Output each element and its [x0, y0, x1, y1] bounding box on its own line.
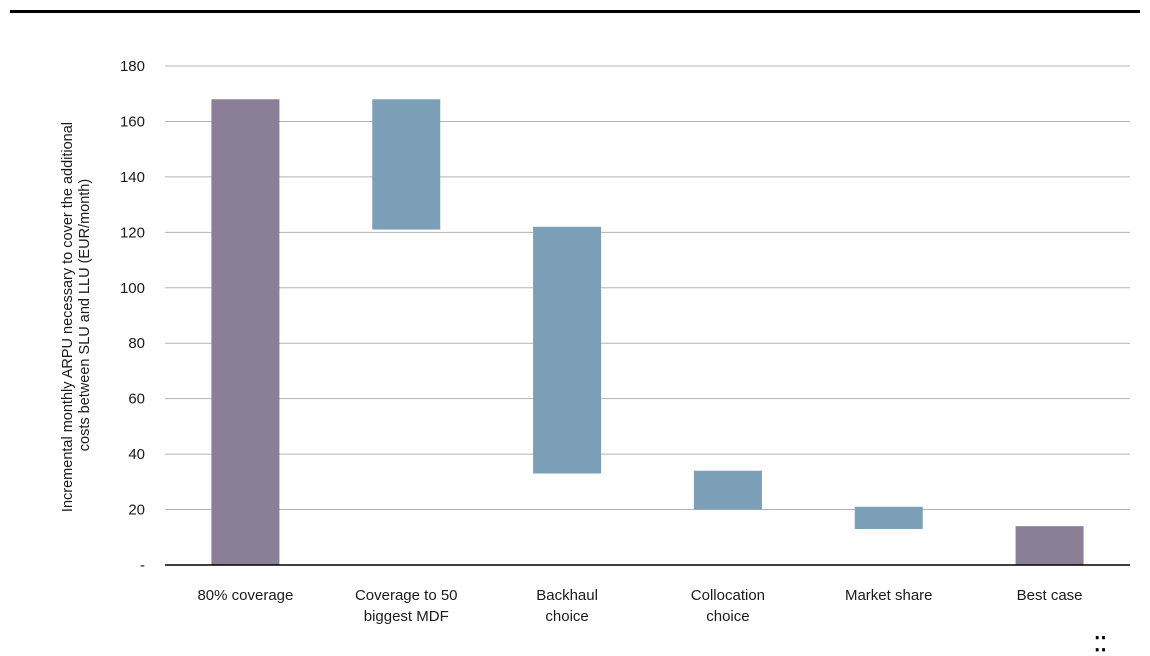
category-label-line: Coverage to 50	[355, 587, 458, 604]
total-bar	[1015, 526, 1084, 565]
category-label: Best case	[1017, 587, 1083, 604]
y-tick-label: 140	[120, 169, 145, 186]
step-bar	[854, 506, 923, 529]
y-axis-label: Incremental monthly ARPU necessary to co…	[60, 118, 93, 512]
step-bar	[693, 470, 762, 510]
step-bar	[533, 226, 602, 474]
y-axis-label-line-2: costs between SLU and LLU (EUR/month)	[77, 179, 93, 451]
category-label-line: 80% coverage	[197, 587, 293, 604]
y-tick-label: 100	[120, 280, 145, 297]
category-label: Backhaul choice	[536, 587, 598, 625]
category-label-line: Market share	[845, 587, 933, 604]
category-label-line: Collocation	[691, 587, 765, 604]
y-tick-label: 60	[128, 391, 145, 408]
category-label: Collocation choice	[691, 587, 765, 625]
category-label-line: choice	[706, 608, 749, 625]
category-label: Market share	[845, 587, 933, 604]
step-bar	[372, 99, 441, 230]
category-label-line: choice	[545, 608, 588, 625]
category-label-line: Best case	[1017, 587, 1083, 604]
category-label-line: biggest MDF	[364, 608, 449, 625]
y-tick-label: -	[140, 557, 145, 574]
gridlines	[165, 65, 1130, 511]
y-tick-label: 120	[120, 224, 145, 241]
y-tick-label: 180	[120, 58, 145, 75]
y-tick-label: 80	[128, 335, 145, 352]
category-labels: 80% coverage Coverage to 50 biggest MDF Bac…	[197, 587, 1082, 625]
top-rule	[10, 10, 1140, 13]
category-label: 80% coverage	[197, 587, 293, 604]
y-axis-label-line-1: Incremental monthly ARPU necessary to co…	[60, 122, 76, 512]
y-tick-label: 20	[128, 502, 145, 519]
bars	[211, 99, 1084, 566]
corner-mark: ⁚⁚	[1094, 634, 1107, 656]
y-tick-label: 160	[120, 113, 145, 130]
total-bar	[211, 99, 280, 566]
y-axis-tick-labels: - 20 40 60 80 100 120 140 160 180	[120, 58, 145, 574]
category-label-line: Backhaul	[536, 587, 598, 604]
category-label: Coverage to 50 biggest MDF	[355, 587, 458, 625]
y-tick-label: 40	[128, 446, 145, 463]
